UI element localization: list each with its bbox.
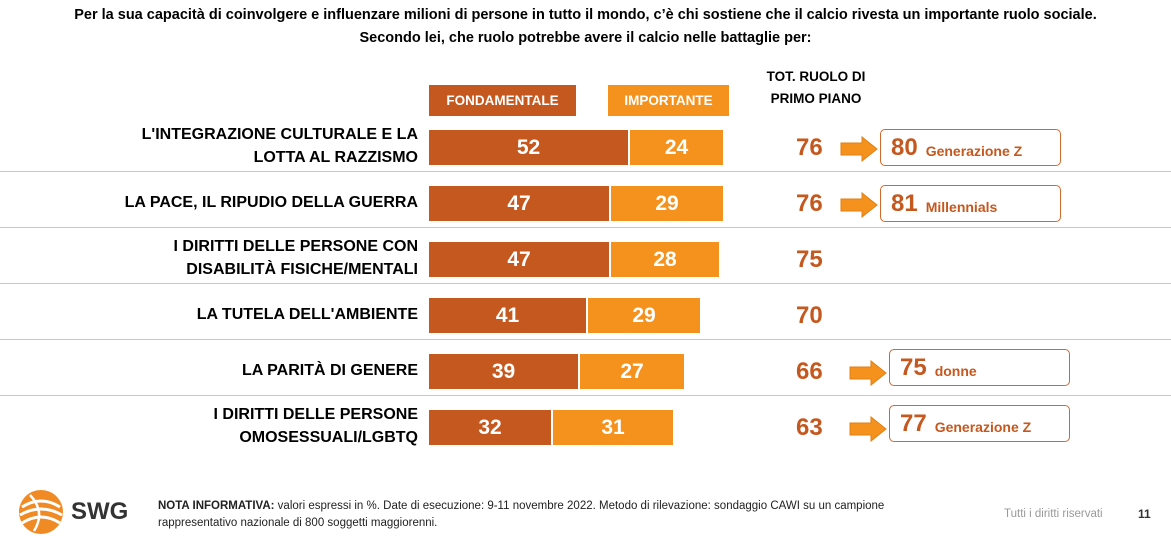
legend-fondamentale: FONDAMENTALE bbox=[429, 85, 576, 116]
swg-logo-icon bbox=[19, 490, 63, 534]
rights-text: Tutti i diritti riservati bbox=[1004, 508, 1103, 520]
callout-value: 81 bbox=[891, 189, 918, 217]
category-label-line: LA TUTELA DELL'AMBIENTE bbox=[196, 305, 418, 323]
total-value: 66 bbox=[796, 357, 823, 385]
footnote-label: NOTA INFORMATIVA: bbox=[158, 500, 275, 512]
page-number: 11 bbox=[1138, 507, 1151, 521]
bar-fondamentale: 39 bbox=[429, 354, 578, 389]
category-label-line: L'INTEGRAZIONE CULTURALE E LA bbox=[141, 126, 418, 143]
segment-callout: 75 donne bbox=[889, 349, 1070, 386]
callout-value: 77 bbox=[900, 409, 927, 437]
total-header-line1: TOT. RUOLO DI bbox=[766, 69, 866, 84]
category-label-line: LA PACE, IL RIPUDIO DELLA GUERRA bbox=[124, 193, 418, 211]
chart-row: I DIRITTI DELLE PERSONE OMOSESSUALI/LGBTQ… bbox=[0, 398, 1171, 454]
callout-value: 75 bbox=[900, 353, 927, 381]
category-label: I DIRITTI DELLE PERSONE OMOSESSUALI/LGBTQ bbox=[58, 398, 418, 454]
bar-importante: 28 bbox=[611, 242, 719, 277]
bar-fondamentale: 32 bbox=[429, 410, 551, 445]
legend-importante: IMPORTANTE bbox=[608, 85, 729, 116]
arrow-right-icon bbox=[849, 416, 887, 442]
category-label: LA TUTELA DELL'AMBIENTE bbox=[58, 286, 418, 342]
segment-callout: 80 Generazione Z bbox=[880, 129, 1061, 166]
category-label-line: DISABILITÀ FISICHE/MENTALI bbox=[186, 261, 418, 278]
segment-callout: 77 Generazione Z bbox=[889, 405, 1070, 442]
category-label: L'INTEGRAZIONE CULTURALE E LA LOTTA AL RA… bbox=[58, 118, 418, 174]
question-subtitle: Secondo lei, che ruolo potrebbe avere il… bbox=[359, 30, 812, 46]
total-header: TOT. RUOLO DI PRIMO PIANO bbox=[750, 66, 882, 110]
row-separator bbox=[0, 339, 1171, 340]
category-label: LA PARITÀ DI GENERE bbox=[58, 342, 418, 398]
category-label-line: LOTTA AL RAZZISMO bbox=[253, 149, 418, 166]
brand-name: SWG bbox=[71, 498, 129, 525]
chart-row: I DIRITTI DELLE PERSONE CON DISABILITÀ FI… bbox=[0, 230, 1171, 286]
footnote: NOTA INFORMATIVA: valori espressi in %. … bbox=[158, 498, 938, 532]
category-label-line: OMOSESSUALI/LGBTQ bbox=[239, 429, 418, 446]
bar-importante: 29 bbox=[611, 186, 723, 221]
category-label-line: I DIRITTI DELLE PERSONE bbox=[213, 406, 418, 423]
bar-importante: 24 bbox=[630, 130, 723, 165]
total-header-line2: PRIMO PIANO bbox=[770, 91, 862, 106]
total-value: 76 bbox=[796, 133, 823, 161]
arrow-right-icon bbox=[849, 360, 887, 386]
category-label-line: I DIRITTI DELLE PERSONE CON bbox=[173, 238, 418, 255]
bar-importante: 27 bbox=[580, 354, 684, 389]
total-value: 76 bbox=[796, 189, 823, 217]
chart-row: L'INTEGRAZIONE CULTURALE E LA LOTTA AL RA… bbox=[0, 118, 1171, 174]
category-label: LA PACE, IL RIPUDIO DELLA GUERRA bbox=[58, 174, 418, 230]
category-label: I DIRITTI DELLE PERSONE CON DISABILITÀ FI… bbox=[58, 230, 418, 286]
chart-row: LA PARITÀ DI GENERE 39 27 66 75 donne bbox=[0, 342, 1171, 398]
total-value: 75 bbox=[796, 245, 823, 273]
row-separator bbox=[0, 171, 1171, 172]
total-value: 63 bbox=[796, 413, 823, 441]
row-separator bbox=[0, 227, 1171, 228]
row-separator bbox=[0, 395, 1171, 396]
bar-fondamentale: 47 bbox=[429, 186, 609, 221]
bar-importante: 31 bbox=[553, 410, 673, 445]
bar-fondamentale: 52 bbox=[429, 130, 628, 165]
callout-label: Generazione Z bbox=[925, 142, 1023, 159]
total-value: 70 bbox=[796, 301, 823, 329]
chart-row: LA PACE, IL RIPUDIO DELLA GUERRA 47 29 76 81… bbox=[0, 174, 1171, 230]
arrow-right-icon bbox=[840, 192, 878, 218]
callout-label: Millennials bbox=[925, 198, 998, 215]
bar-fondamentale: 47 bbox=[429, 242, 609, 277]
bar-fondamentale: 41 bbox=[429, 298, 586, 333]
footnote-text: valori espressi in %. Date di esecuzione… bbox=[158, 500, 885, 529]
category-label-line: LA PARITÀ DI GENERE bbox=[241, 361, 418, 379]
callout-label: Generazione Z bbox=[934, 418, 1032, 435]
arrow-right-icon bbox=[840, 136, 878, 162]
bar-importante: 29 bbox=[588, 298, 700, 333]
segment-callout: 81 Millennials bbox=[880, 185, 1061, 222]
chart-row: LA TUTELA DELL'AMBIENTE 41 29 70 bbox=[0, 286, 1171, 342]
callout-value: 80 bbox=[891, 133, 918, 161]
question-title: Per la sua capacità di coinvolgere e inf… bbox=[74, 7, 1097, 23]
row-separator bbox=[0, 283, 1171, 284]
callout-label: donne bbox=[934, 362, 977, 379]
